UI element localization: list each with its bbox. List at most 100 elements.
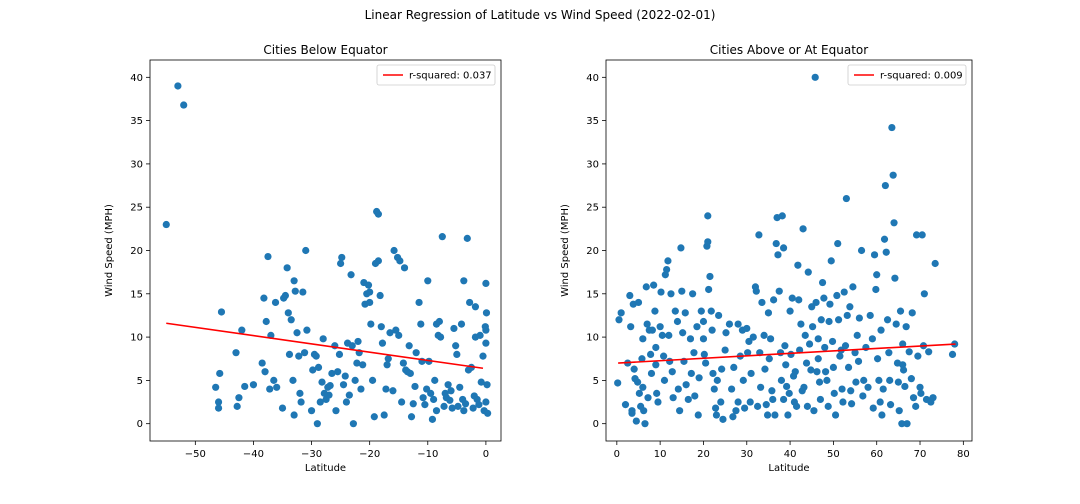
data-point: [770, 296, 778, 304]
data-point: [788, 294, 796, 302]
data-point: [641, 420, 649, 428]
data-point: [297, 398, 305, 406]
data-point: [460, 407, 468, 415]
data-point: [791, 368, 799, 376]
data-point: [364, 281, 373, 289]
x-tick-label: 0: [483, 449, 489, 460]
data-point: [314, 363, 323, 371]
data-point: [734, 320, 742, 328]
data-point: [359, 361, 367, 369]
data-point: [469, 404, 477, 412]
data-point: [466, 298, 474, 307]
data-point: [787, 350, 795, 359]
data-point: [803, 402, 812, 410]
data-point: [647, 350, 655, 359]
data-point: [482, 279, 490, 287]
data-point: [782, 361, 790, 369]
data-point: [777, 376, 786, 384]
legend-box: [847, 64, 967, 86]
data-point: [697, 307, 705, 315]
data-point: [818, 278, 827, 287]
data-point: [719, 415, 727, 423]
data-point: [238, 326, 246, 334]
data-point: [831, 411, 840, 419]
data-point: [386, 329, 394, 337]
data-point: [440, 402, 448, 410]
data-point: [754, 402, 762, 410]
data-point: [895, 407, 903, 415]
data-point: [706, 272, 714, 281]
data-point: [431, 376, 439, 384]
data-point: [894, 378, 902, 386]
data-point: [912, 402, 920, 410]
data-point: [432, 320, 441, 328]
data-point: [271, 298, 280, 307]
data-point: [295, 352, 303, 360]
data-point: [258, 359, 266, 367]
x-tick-label: 20: [697, 449, 710, 460]
data-point: [905, 348, 913, 356]
data-point: [313, 420, 321, 428]
data-point: [287, 316, 295, 324]
data-point: [326, 381, 334, 390]
data-point: [424, 277, 432, 285]
data-point: [676, 407, 684, 415]
data-point: [912, 231, 921, 239]
data-point: [885, 349, 893, 357]
data-point: [482, 339, 490, 347]
y-tick-label: 30: [586, 159, 599, 170]
x-tick-label: −10: [417, 449, 438, 460]
data-point: [704, 238, 712, 246]
data-point: [634, 298, 643, 307]
data-point: [316, 398, 324, 406]
data-point: [290, 411, 298, 419]
data-point: [348, 342, 356, 350]
data-point: [450, 324, 458, 333]
data-point: [285, 350, 294, 359]
data-point: [617, 309, 625, 317]
data-point: [628, 407, 636, 415]
data-point: [241, 382, 249, 391]
y-tick-label: 35: [130, 116, 143, 127]
data-point: [814, 335, 822, 343]
data-point: [836, 352, 844, 360]
y-tick-label: 25: [130, 203, 143, 214]
chart-2: 0 10 20 30 40 50 60 70 80 0 5 10 15 20 25 30 35 40 Cities …: [560, 43, 973, 474]
data-point: [721, 346, 729, 354]
data-point: [678, 287, 686, 295]
data-point: [454, 402, 462, 410]
data-point: [762, 401, 770, 409]
data-point: [214, 404, 223, 412]
data-point: [778, 212, 786, 220]
x-tick-label: −20: [359, 449, 380, 460]
data-point: [855, 314, 863, 322]
data-point: [484, 409, 492, 417]
data-point: [853, 331, 861, 339]
data-point: [908, 309, 916, 317]
chart-title: Cities Below Equator: [263, 43, 387, 57]
data-point: [857, 246, 866, 255]
data-point: [852, 378, 860, 386]
data-point: [873, 271, 881, 279]
data-point: [341, 372, 349, 380]
data-point: [452, 342, 460, 350]
data-point: [307, 407, 316, 415]
data-point: [658, 331, 666, 339]
data-point: [704, 212, 712, 220]
data-point: [882, 248, 890, 256]
data-point: [795, 296, 803, 304]
data-point: [687, 369, 695, 378]
data-point: [475, 401, 483, 409]
data-point: [377, 323, 385, 331]
data-point: [457, 320, 466, 328]
data-point: [436, 333, 445, 341]
data-point: [681, 309, 689, 317]
data-point: [421, 401, 429, 409]
data-point: [427, 389, 435, 397]
data-point: [647, 369, 656, 378]
data-point: [907, 375, 915, 383]
data-point: [665, 331, 673, 339]
data-point: [878, 411, 886, 419]
data-point: [398, 398, 406, 406]
data-point: [776, 349, 785, 357]
